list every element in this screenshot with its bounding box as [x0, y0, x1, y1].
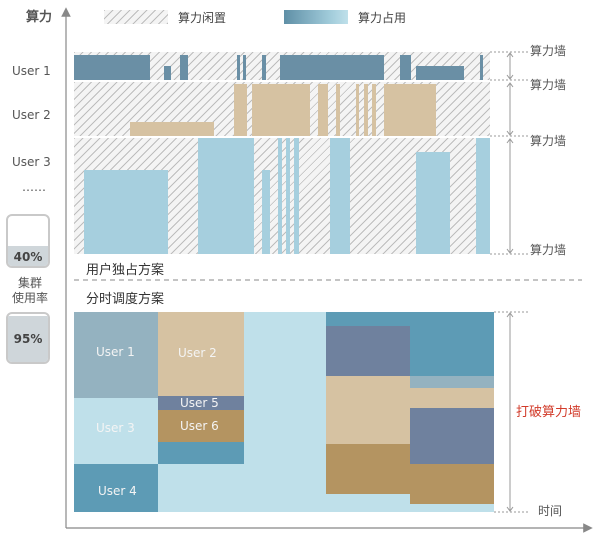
cluster-usage-before-value: 40%: [13, 250, 43, 264]
x-axis-label: 时间: [538, 504, 563, 518]
user-2-usage: [384, 84, 436, 136]
cell-block: [326, 376, 410, 444]
user-1-usage: [480, 55, 483, 80]
user-1-usage: [262, 55, 266, 80]
cluster-usage-after-value: 95%: [13, 332, 43, 346]
user-2-usage: [130, 122, 214, 136]
cell-block: [410, 464, 494, 504]
cell-block: [326, 444, 410, 494]
user-2-usage: [372, 84, 376, 136]
user-1-usage: [164, 66, 171, 80]
legend-idle-swatch: [104, 10, 168, 24]
cell-user-5-label: User 5: [180, 396, 219, 410]
user-3-usage: [278, 138, 282, 254]
user-3-label: User 3: [12, 155, 51, 169]
exclusive-scheme-title: 用户独占方案: [86, 263, 165, 278]
cell-block: [326, 326, 410, 376]
y-axis-label: 算力: [26, 10, 53, 25]
cell-user-1-label: User 1: [96, 345, 135, 359]
cell-user-3-label: User 3: [96, 421, 135, 435]
cell-user-4-label: User 4: [98, 484, 137, 498]
cell-block: [158, 442, 244, 464]
break-wall-label: 打破算力墙: [516, 405, 582, 420]
wall-label: 算力墙: [530, 44, 567, 58]
wall-label: 算力墙: [530, 243, 567, 257]
user-3-usage: [416, 152, 450, 254]
cell-user-1: [74, 312, 158, 398]
cell-user-4: [74, 464, 158, 512]
user-2-label: User 2: [12, 108, 51, 122]
legend-idle-label: 算力闲置: [178, 11, 227, 25]
user-3-usage: [294, 138, 299, 254]
user-3-usage: [262, 170, 270, 254]
user-3-usage: [330, 138, 350, 254]
user-2-usage: [336, 84, 340, 136]
timeshare-scheme-title: 分时调度方案: [86, 292, 165, 307]
cell-user-6: [158, 410, 244, 442]
user-1-usage: [280, 55, 384, 80]
user-1-usage: [237, 55, 240, 80]
legend-used-label: 算力占用: [358, 11, 407, 25]
cluster-usage-before-cup: 40%: [6, 214, 50, 268]
ellipsis-label: ……: [22, 180, 46, 194]
user-3-usage: [286, 138, 290, 254]
cell-block: [326, 312, 410, 326]
wall-label: 算力墙: [530, 78, 567, 92]
user-1-label: User 1: [12, 64, 51, 78]
cell-user-5: [158, 396, 244, 410]
user-2-usage: [234, 84, 247, 136]
cell-block: [410, 312, 494, 376]
cell-user-2-label: User 2: [178, 346, 217, 360]
cluster-usage-label: 集群 使用率: [12, 276, 49, 305]
user-1-usage: [243, 55, 246, 80]
cell-block: [410, 376, 494, 388]
cell-user-6-label: User 6: [180, 419, 219, 433]
cell-user-2: [158, 312, 244, 396]
cell-user-3: [74, 398, 158, 464]
user-1-usage: [416, 66, 464, 80]
wall-label: 算力墙: [530, 134, 567, 148]
user-2-usage: [364, 84, 368, 136]
cluster-usage-after-cup: 95%: [6, 312, 50, 364]
user-3-usage: [84, 170, 168, 254]
cell-block: [410, 388, 494, 408]
cell-block: [410, 408, 494, 464]
user-3-usage: [198, 138, 254, 254]
user-1-usage: [400, 55, 411, 80]
legend-used-swatch: [284, 10, 348, 24]
user-3-usage: [476, 138, 490, 254]
user-1-usage: [74, 55, 150, 80]
user-2-usage: [318, 84, 328, 136]
user-2-usage: [356, 84, 359, 136]
user-2-usage: [252, 84, 310, 136]
user-1-usage: [180, 55, 188, 80]
